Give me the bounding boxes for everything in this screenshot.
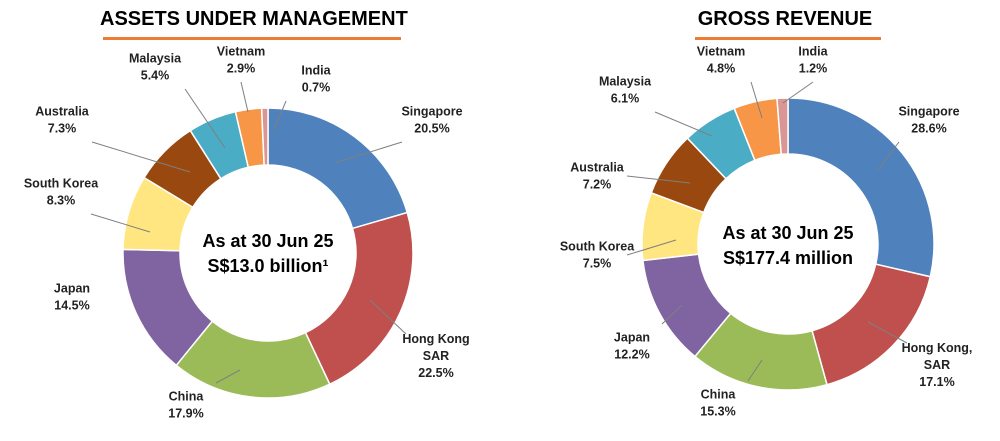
revenue-label-japan: Japan 12.2%	[614, 331, 650, 362]
aum-label-india-value: 0.7%	[302, 81, 331, 95]
aum-label-south-korea-name: South Korea	[24, 177, 99, 191]
aum-label-china-name: China	[169, 390, 205, 404]
revenue-label-singapore-value: 28.6%	[911, 122, 946, 136]
revenue-label-australia-value: 7.2%	[583, 178, 612, 192]
revenue-center-line-1: As at 30 Jun 25	[722, 223, 853, 243]
revenue-label-singapore-name: Singapore	[898, 105, 959, 119]
aum-title-underline	[103, 37, 401, 40]
revenue-leader-india	[782, 81, 814, 104]
revenue-slice-singapore	[787, 97, 935, 278]
aum-leader-singapore	[334, 141, 403, 164]
aum-label-hong-kong-sar-name: Hong Kong	[402, 332, 469, 346]
aum-label-vietnam: Vietnam 2.9%	[217, 45, 265, 76]
aum-center-line-1: As at 30 Jun 25	[202, 231, 333, 251]
aum-leader-china	[215, 369, 241, 384]
revenue-leader-south-korea	[626, 239, 677, 256]
aum-label-japan-value: 14.5%	[54, 299, 89, 313]
revenue-label-hong-kong-sar-name: SAR	[924, 358, 950, 372]
revenue-label-china-name: China	[701, 388, 737, 402]
aum-slice-india	[260, 107, 269, 166]
revenue-label-japan-value: 12.2%	[614, 348, 649, 362]
revenue-label-hong-kong-sar-name: Hong Kong,	[902, 341, 973, 355]
revenue-leader-japan	[661, 304, 683, 325]
revenue-label-india-value: 1.2%	[799, 62, 828, 76]
revenue-label-south-korea-name: South Korea	[560, 240, 635, 254]
revenue-leader-malaysia	[654, 111, 713, 137]
revenue-donut: Singapore 28.6% Hong Kong, SAR 17.1% China 15.…	[560, 45, 973, 419]
aum-label-singapore: Singapore 20.5%	[401, 105, 462, 136]
revenue-label-hong-kong-sar: Hong Kong, SAR 17.1%	[902, 341, 973, 389]
aum-label-singapore-name: Singapore	[401, 105, 462, 119]
revenue-center-line-2: S$177.4 million	[723, 248, 853, 268]
aum-leader-australia	[91, 141, 191, 173]
aum-leader-hong-kong-sar	[369, 299, 407, 335]
aum-label-japan-name: Japan	[54, 282, 90, 296]
revenue-label-vietnam-name: Vietnam	[697, 45, 745, 59]
aum-label-malaysia-value: 5.4%	[141, 69, 170, 83]
aum-chart-title: ASSETS UNDER MANAGEMENT	[100, 8, 408, 30]
aum-label-hong-kong-sar-name: SAR	[423, 349, 449, 363]
aum-label-singapore-value: 20.5%	[414, 122, 449, 136]
revenue-leader-australia	[626, 175, 691, 184]
aum-slice-singapore	[267, 107, 409, 230]
revenue-title-underline	[695, 37, 881, 40]
revenue-label-china: China 15.3%	[700, 388, 736, 419]
revenue-label-vietnam-value: 4.8%	[707, 62, 736, 76]
aum-label-vietnam-name: Vietnam	[217, 45, 265, 59]
aum-label-vietnam-value: 2.9%	[227, 62, 256, 76]
aum-donut: Singapore 20.5% Hong Kong SAR 22.5% China 17.9…	[24, 45, 470, 421]
aum-slice-hong-kong-sar	[304, 211, 414, 386]
aum-leader-malaysia	[184, 88, 226, 149]
aum-leader-india	[273, 100, 287, 131]
revenue-leader-hong-kong-sar	[867, 321, 908, 344]
revenue-leader-china	[747, 359, 763, 382]
aum-leader-south-korea	[90, 213, 151, 233]
revenue-label-china-value: 15.3%	[700, 405, 735, 419]
revenue-label-australia-name: Australia	[570, 161, 625, 175]
revenue-label-vietnam: Vietnam 4.8%	[697, 45, 745, 76]
aum-label-south-korea-value: 8.3%	[47, 194, 76, 208]
revenue-label-south-korea: South Korea 7.5%	[560, 240, 635, 271]
revenue-chart-title: GROSS REVENUE	[697, 8, 873, 30]
revenue-label-singapore: Singapore 28.6%	[898, 105, 959, 136]
aum-label-hong-kong-sar: Hong Kong SAR 22.5%	[402, 332, 469, 380]
aum-label-japan: Japan 14.5%	[54, 282, 90, 313]
aum-label-australia-name: Australia	[35, 105, 90, 119]
aum-center-line-2: S$13.0 billion¹	[207, 256, 328, 276]
revenue-label-australia: Australia 7.2%	[570, 161, 625, 192]
revenue-label-malaysia: Malaysia 6.1%	[599, 75, 652, 106]
revenue-slice-india	[776, 97, 789, 156]
revenue-label-india: India 1.2%	[798, 45, 828, 76]
revenue-slice-hong-kong-sar	[811, 263, 932, 386]
aum-label-india: India 0.7%	[301, 64, 331, 95]
aum-label-india-name: India	[301, 64, 331, 78]
revenue-label-hong-kong-sar-value: 17.1%	[919, 375, 954, 389]
revenue-label-malaysia-name: Malaysia	[599, 75, 652, 89]
revenue-label-malaysia-value: 6.1%	[611, 92, 640, 106]
aum-label-china: China 17.9%	[168, 390, 204, 421]
revenue-leader-vietnam	[750, 81, 763, 119]
aum-label-hong-kong-sar-value: 22.5%	[418, 366, 453, 380]
aum-label-china-value: 17.9%	[168, 407, 203, 421]
revenue-leader-singapore	[877, 141, 900, 171]
aum-label-australia-value: 7.3%	[48, 122, 77, 136]
aum-leader-vietnam	[240, 81, 249, 113]
revenue-label-japan-name: Japan	[614, 331, 650, 345]
aum-label-south-korea: South Korea 8.3%	[24, 177, 99, 208]
aum-label-malaysia-name: Malaysia	[129, 52, 182, 66]
aum-label-malaysia: Malaysia 5.4%	[129, 52, 182, 83]
revenue-label-india-name: India	[798, 45, 828, 59]
revenue-label-south-korea-value: 7.5%	[583, 257, 612, 271]
aum-label-australia: Australia 7.3%	[35, 105, 90, 136]
